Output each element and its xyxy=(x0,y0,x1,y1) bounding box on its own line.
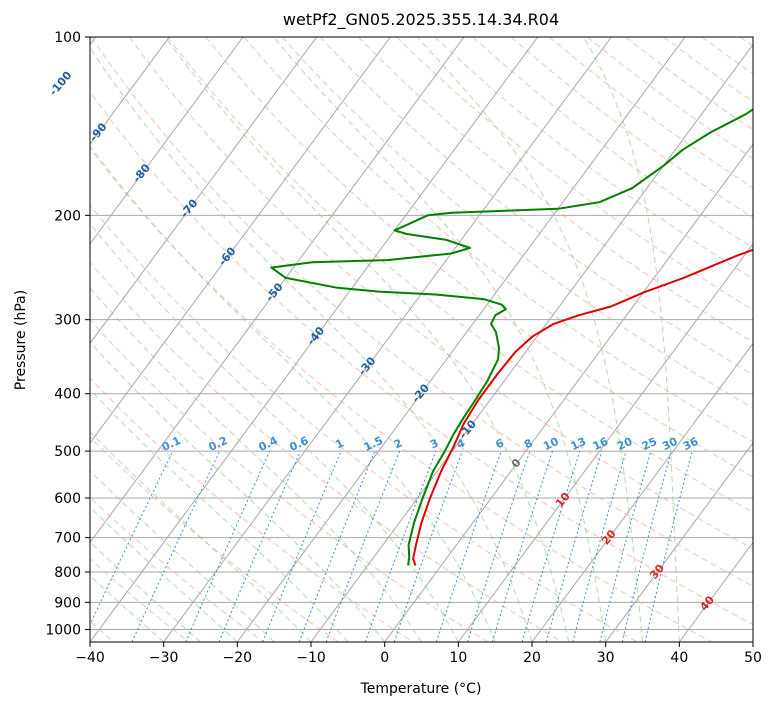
isotherm-line xyxy=(531,342,753,642)
mixing-ratio-label: 13 xyxy=(569,435,588,453)
mixing-ratio-line xyxy=(435,450,502,642)
mixing-ratio-line xyxy=(90,450,174,626)
x-tick-label: −10 xyxy=(296,650,326,666)
mixing-ratio-line xyxy=(393,450,463,642)
moist-adiabat-line xyxy=(90,541,201,642)
x-tick-label: 10 xyxy=(449,650,467,666)
isotherm-line xyxy=(90,37,539,642)
mixing-ratio-label: 36 xyxy=(681,435,701,453)
mixing-ratio-line xyxy=(467,450,531,642)
dry-adiabat-line xyxy=(205,37,753,478)
temperature-profile-line xyxy=(412,248,753,566)
y-tick-label: 200 xyxy=(54,208,81,224)
dry-adiabat-line xyxy=(90,558,190,642)
isotherm-line xyxy=(236,37,686,642)
isotherm-line xyxy=(90,37,465,544)
moist-adiabat-line xyxy=(164,37,570,642)
isotherm-line xyxy=(90,37,391,444)
moist-adiabat-line xyxy=(90,223,459,642)
mixing-ratio-label: 16 xyxy=(591,435,611,453)
moist-adiabat-line xyxy=(272,37,607,642)
x-tick-label: −20 xyxy=(223,650,253,666)
dry-adiabat-line xyxy=(90,204,638,642)
isotherm-line xyxy=(163,37,612,642)
mixing-ratio-line xyxy=(521,450,581,642)
y-axis-label: Pressure (hPa) xyxy=(13,290,29,390)
y-tick-label: 400 xyxy=(54,387,81,403)
mixing-ratio-line xyxy=(262,450,342,642)
isotherm-line xyxy=(310,43,753,642)
mixing-ratio-line xyxy=(325,450,401,642)
isotherm-line xyxy=(90,37,170,146)
moist-adiabat-line xyxy=(90,506,238,642)
chart-title: wetPf2_GN05.2025.355.14.34.R04 xyxy=(283,10,559,30)
y-tick-label: 800 xyxy=(54,565,81,581)
x-tick-label: 30 xyxy=(597,650,615,666)
y-tick-label: 300 xyxy=(54,313,81,329)
dry-adiabat-line xyxy=(90,496,264,642)
y-tick-label: 100 xyxy=(54,30,81,46)
mixing-ratio-label: 30 xyxy=(660,435,680,453)
plot-frame xyxy=(89,36,754,643)
mixing-ratio-line xyxy=(599,450,652,642)
x-tick-label: −30 xyxy=(149,650,179,666)
isotherm-line xyxy=(605,442,753,642)
isotherm-line xyxy=(90,37,244,245)
dry-adiabat-line xyxy=(90,90,753,626)
mixing-ratio-line xyxy=(644,450,693,642)
mixing-ratio-line xyxy=(298,450,376,642)
mixing-ratio-line xyxy=(572,450,627,642)
mixing-ratio-label: 25 xyxy=(640,435,659,453)
moist-adiabat-line xyxy=(90,341,386,642)
isotherm-line xyxy=(90,37,318,345)
moist-adiabat-line xyxy=(90,575,165,642)
y-tick-label: 500 xyxy=(54,444,81,460)
x-tick-label: 20 xyxy=(523,650,541,666)
mixing-ratio-line xyxy=(545,450,603,642)
isotherm-line xyxy=(384,143,753,642)
dry-adiabat-line xyxy=(167,37,753,514)
mixing-ratio-label: 10 xyxy=(541,435,561,453)
y-tick-label: 700 xyxy=(54,531,81,547)
dry-adiabat-line xyxy=(129,37,753,550)
x-tick-label: −40 xyxy=(75,650,105,666)
moist-adiabat-line xyxy=(90,388,349,642)
x-axis-label: Temperature (°C) xyxy=(360,681,482,697)
isotherm-line xyxy=(457,242,753,642)
x-tick-label: 40 xyxy=(670,650,688,666)
y-tick-label: 600 xyxy=(54,491,81,507)
mixing-ratio-line xyxy=(131,450,221,642)
moist-adiabat-line xyxy=(90,470,275,642)
dry-adiabat-line xyxy=(396,37,753,311)
x-tick-label: 50 xyxy=(744,650,762,666)
moist-adiabat-line xyxy=(90,46,533,642)
moist-adiabat-line xyxy=(90,287,422,642)
y-tick-label: 1000 xyxy=(45,622,81,638)
dry-adiabat-line xyxy=(90,377,414,642)
dry-adiabat-line xyxy=(90,147,712,642)
dry-adiabat-line xyxy=(90,37,753,587)
dewpoint-profile-line xyxy=(270,108,753,566)
x-tick-label: 0 xyxy=(380,650,389,666)
mixing-ratio-line xyxy=(491,450,553,642)
moist-adiabat-line xyxy=(416,37,643,642)
mixing-ratio-label: 20 xyxy=(615,435,635,453)
mixing-ratio-line xyxy=(621,450,672,642)
y-tick-label: 900 xyxy=(54,595,81,611)
dry-adiabat-line xyxy=(90,261,563,642)
moist-adiabat-line xyxy=(583,37,680,642)
